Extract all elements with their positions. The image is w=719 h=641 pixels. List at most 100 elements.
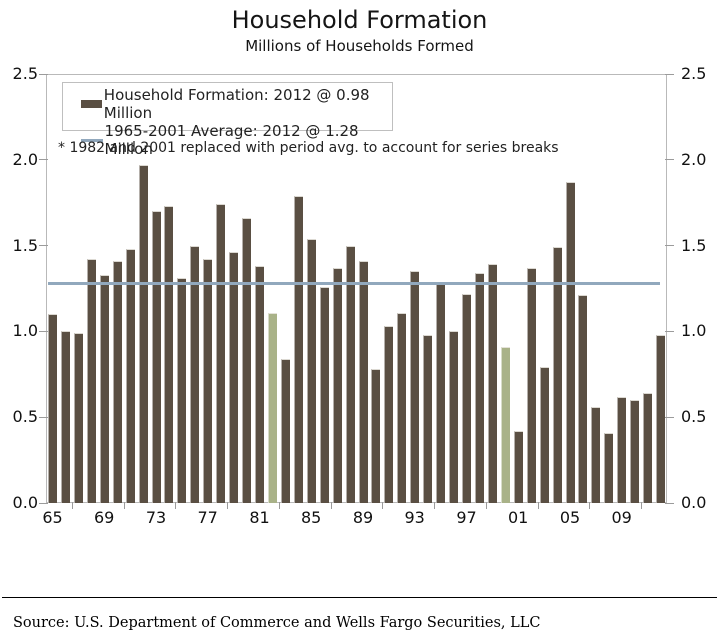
bar-1973 [151,211,161,503]
x-tick-mark-2005 [589,502,591,509]
bar-2005 [565,182,575,503]
bar-1988 [345,246,355,503]
x-tick-label-1977: 77 [197,508,218,527]
bar-2002 [526,268,536,503]
y-tick-mark-right-2.5 [665,73,674,75]
legend-label-bars: Household Formation: 2012 @ 0.98 Million [103,86,370,122]
y-tick-label-right-1.0: 1.0 [681,321,707,341]
bar-1982 [267,313,277,503]
bar-1965 [48,314,57,503]
y-tick-mark-right-0.0 [665,502,674,504]
bar-1989 [358,261,368,503]
x-tick-label-1965: 65 [42,508,63,527]
series-break-footnote: * 1982 and 2001 replaced with period avg… [58,140,559,156]
bar-1970 [112,261,122,503]
x-tick-mark-1997 [485,502,487,509]
bar-1978 [216,204,226,503]
bar-1999 [487,264,497,503]
bar-2010 [630,400,640,503]
x-tick-label-1989: 89 [352,508,374,527]
x-tick-mark-1977 [227,502,229,509]
y-tick-label-right-1.5: 1.5 [681,235,707,255]
y-tick-label-left-2.5: 2.5 [12,64,38,83]
y-tick-label-right-2.5: 2.5 [681,64,707,83]
x-tick-mark-1981 [278,502,280,509]
x-tick-mark-1973 [175,502,177,509]
y-tick-label-left-2.0: 2.0 [12,149,38,169]
bar-1966 [60,331,70,503]
x-tick-label-1969: 69 [94,508,115,527]
bar-1975 [177,278,187,503]
bar-2008 [604,433,614,503]
y-tick-mark-left-0.5 [39,416,48,418]
y-tick-mark-left-1.0 [39,330,48,332]
bar-1972 [138,165,148,503]
legend-item-average: 1965-2001 Average: 2012 @ 1.28 Million [81,122,392,158]
bar-1983 [280,359,290,503]
bar-1984 [293,196,303,503]
bar-1998 [474,273,484,503]
plot-area [46,74,667,503]
bar-1980 [242,218,251,503]
y-tick-mark-left-2.5 [39,73,48,75]
x-tick-label-1973: 73 [145,508,167,527]
x-tick-label-2001: 01 [508,508,529,527]
y-tick-mark-left-1.5 [39,245,48,247]
y-tick-label-left-1.5: 1.5 [12,235,38,255]
x-tick-label-1981: 81 [249,508,270,527]
y-tick-label-right-0.5: 0.5 [681,407,707,427]
y-tick-mark-right-1.0 [665,330,674,332]
x-tick-mark-1989 [382,502,384,509]
source-attribution: Source: U.S. Department of Commerce and … [13,615,541,631]
bar-2012 [656,335,665,503]
footer-divider [2,597,717,598]
bar-2011 [643,393,653,503]
y-tick-label-right-0.0: 0.0 [681,493,707,512]
bar-1981 [255,266,264,503]
y-tick-label-left-0.0: 0.0 [12,493,38,512]
legend-box: Household Formation: 2012 @ 0.98 Million… [62,82,393,158]
y-tick-mark-right-1.5 [665,245,674,247]
bar-1968 [86,259,96,503]
legend-item-bars: Household Formation: 2012 @ 0.98 Million [81,86,392,122]
bar-2007 [591,407,601,503]
bar-2004 [552,247,562,503]
bar-1974 [164,206,174,503]
x-tick-mark-1985 [330,502,332,509]
bar-1997 [462,294,471,503]
y-tick-mark-left-0.0 [39,502,48,504]
bar-1992 [397,313,407,503]
line-swatch-icon [81,138,103,142]
y-tick-label-left-1.0: 1.0 [12,321,38,341]
legend-label-average: 1965-2001 Average: 2012 @ 1.28 Million [104,122,359,158]
x-tick-mark-1965 [71,502,73,509]
page-title: Household Formation [231,6,488,34]
y-tick-label-left-0.5: 0.5 [12,407,38,427]
x-tick-label-1993: 93 [404,508,425,527]
bar-1967 [73,333,83,503]
x-tick-mark-2009 [641,502,643,509]
bar-1971 [125,249,135,503]
bar-2000 [500,347,510,503]
bar-1994 [423,335,433,503]
bar-1979 [229,252,239,503]
y-tick-mark-left-2.0 [39,159,48,161]
bar-1977 [203,259,213,503]
bar-1990 [371,369,381,503]
bar-1993 [410,271,420,503]
bar-1996 [449,331,458,503]
y-tick-mark-right-2.0 [665,159,674,161]
y-tick-mark-right-0.5 [665,416,674,418]
bar-1969 [99,275,109,503]
bar-1986 [319,287,329,503]
x-tick-label-2005: 05 [559,508,581,527]
x-tick-mark-1969 [123,502,125,509]
bar-2009 [617,397,627,503]
bar-1991 [384,326,394,503]
x-tick-mark-1993 [434,502,436,509]
page-subtitle: Millions of Households Formed [245,37,474,55]
x-tick-label-1985: 85 [301,508,322,527]
bar-2006 [578,295,588,503]
bar-2003 [539,367,549,503]
